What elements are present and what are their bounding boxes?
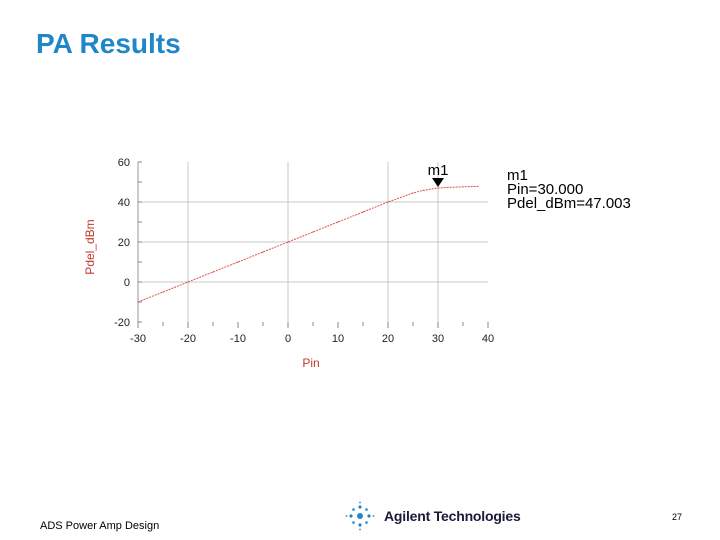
agilent-logo: Agilent Technologies [344, 500, 521, 532]
axes [137, 161, 489, 328]
x-tick-label: -10 [230, 333, 246, 345]
x-tick-label: -20 [180, 333, 196, 345]
y-axis-label: Pdel_dBm [83, 219, 97, 274]
data-point [412, 192, 414, 194]
agilent-spark-icon [345, 501, 375, 531]
data-point [477, 185, 479, 187]
data-point [187, 281, 189, 283]
data-point [312, 231, 314, 233]
x-tick-label: 40 [482, 333, 494, 345]
page-number: 27 [672, 512, 683, 522]
slide-title: PA Results [36, 28, 181, 59]
y-tick-label: 60 [118, 157, 130, 169]
x-tick-label: 10 [332, 333, 344, 345]
y-tick-label: 0 [124, 277, 130, 289]
y-tick-label: 20 [118, 237, 130, 249]
data-point [422, 189, 424, 191]
data-point [262, 251, 264, 253]
data-point [437, 187, 439, 189]
x-tick-label: 0 [285, 333, 291, 345]
data-point [337, 221, 339, 223]
marker-triangle [432, 177, 444, 187]
x-tick-label: 20 [382, 333, 394, 345]
x-axis-label: Pin [302, 356, 319, 370]
data-point [212, 271, 214, 273]
grid-lines [138, 162, 488, 322]
brand-name: Agilent Technologies [384, 508, 521, 524]
data-point [287, 241, 289, 243]
data-point [162, 291, 164, 293]
series-line [137, 185, 479, 303]
marker-label: m1 [428, 162, 449, 179]
series-layer [137, 185, 479, 303]
x-tick-label: 30 [432, 333, 444, 345]
marker-readout-line: Pin=30.000 [507, 181, 583, 198]
data-point [237, 261, 239, 263]
footer-text: ADS Power Amp Design [40, 520, 160, 532]
y-tick-label: 40 [118, 197, 130, 209]
x-tick-label: -30 [130, 333, 146, 345]
data-point [447, 186, 449, 188]
data-point [462, 186, 464, 188]
y-tick-label: -20 [114, 317, 130, 329]
marker-readout-line: m1 [507, 167, 528, 184]
data-point [137, 301, 139, 303]
marker-readout-line: Pdel_dBm=47.003 [507, 195, 631, 212]
data-point [362, 211, 364, 213]
data-point [387, 201, 389, 203]
